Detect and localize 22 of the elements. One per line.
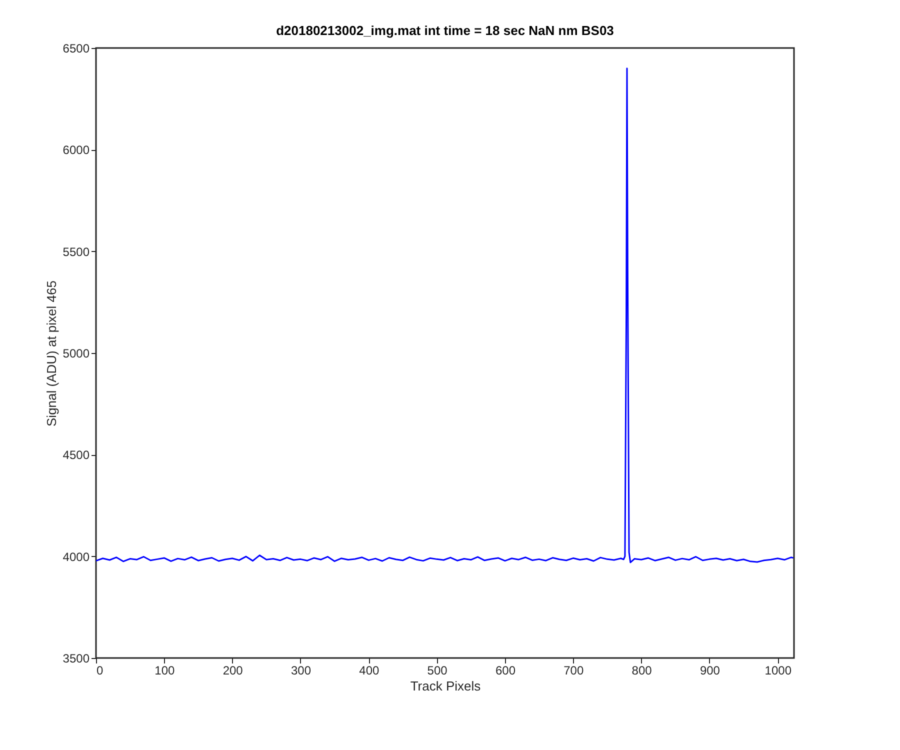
- x-tick-label: 600: [495, 664, 516, 678]
- y-tick-label: 5000: [62, 346, 90, 360]
- x-tick-label: 300: [290, 664, 312, 678]
- chart-title: d20180213002_img.mat int time = 18 sec NaN nm BS03: [276, 23, 614, 38]
- y-tick-label: 3500: [62, 652, 90, 666]
- line-series: [96, 68, 794, 564]
- y-tick-label: 6500: [62, 42, 90, 56]
- x-tick-label: 200: [222, 664, 244, 678]
- y-tick-label: 4000: [62, 550, 90, 564]
- x-tick-label: 1000: [764, 664, 792, 678]
- y-tick-label: 6000: [62, 143, 90, 158]
- x-tick-label: 800: [632, 664, 652, 678]
- y-tick-label: 4500: [62, 448, 90, 462]
- x-tick-label: 900: [700, 664, 720, 678]
- x-tick-label: 400: [359, 664, 380, 678]
- x-axis-title: Track Pixels: [410, 678, 482, 694]
- x-tick-label: 700: [564, 664, 584, 678]
- x-tick-label: 500: [427, 664, 448, 678]
- y-axis-title: Signal (ADU) at pixel 465: [44, 280, 59, 426]
- x-tick-label: 100: [154, 664, 175, 678]
- y-tick-label: 5500: [62, 244, 90, 259]
- x-tick-label: 0: [96, 664, 104, 678]
